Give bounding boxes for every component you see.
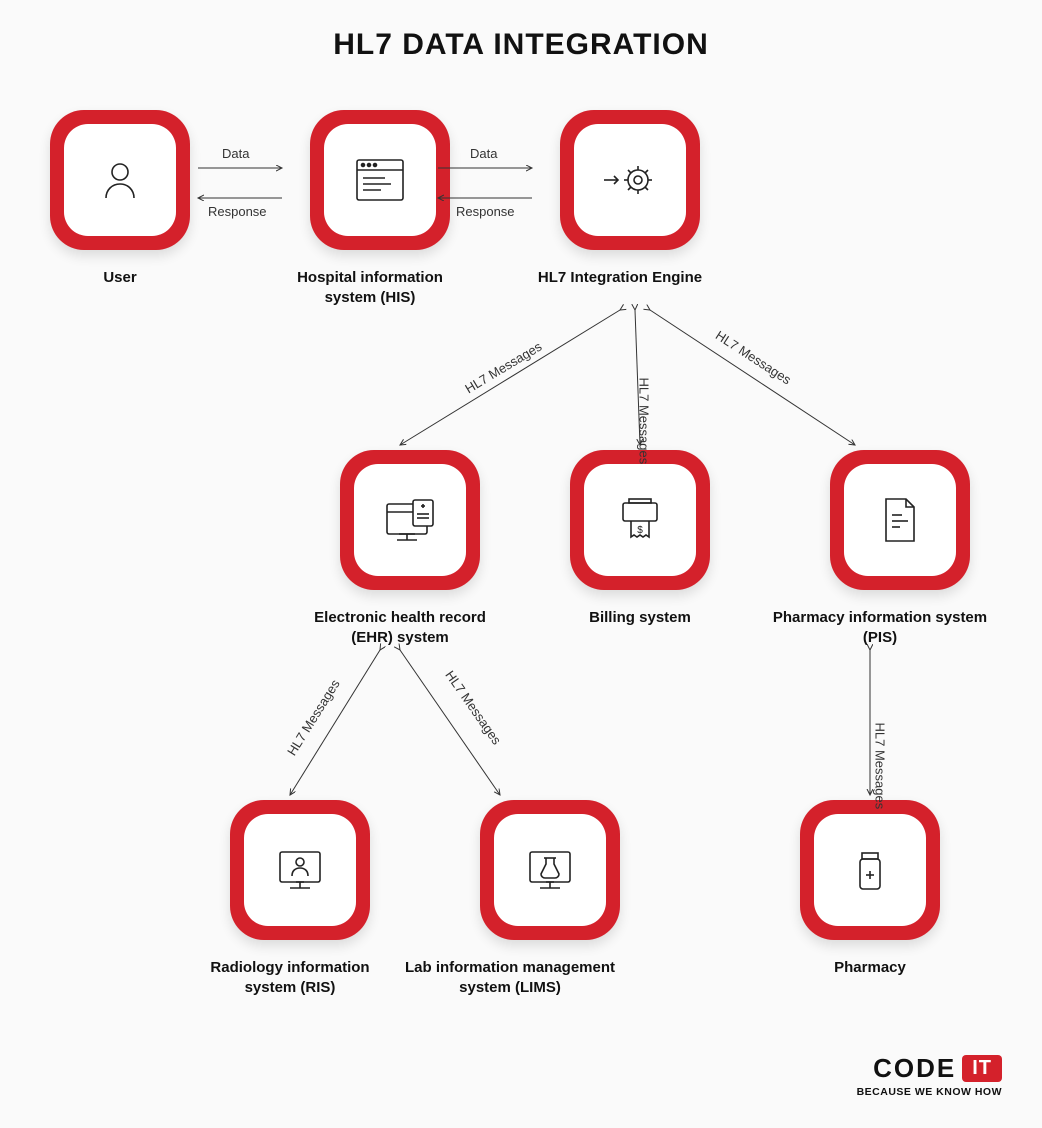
conn-label: HL7 Messages	[462, 339, 544, 397]
node-pharmacy: Pharmacy	[800, 800, 940, 978]
node-label: HL7 Integration Engine	[520, 268, 720, 288]
node-label: Electronic health record (EHR) system	[300, 608, 500, 649]
node-label: User	[50, 268, 190, 288]
document-icon	[880, 495, 920, 545]
node-engine: HL7 Integration Engine	[540, 110, 720, 288]
window-icon	[355, 158, 405, 202]
conn-label: Response	[208, 204, 267, 219]
billing-icon: $	[615, 495, 665, 545]
node-label: Pharmacy	[800, 958, 940, 978]
lab-icon	[524, 846, 576, 894]
node-label: Pharmacy information system (PIS)	[770, 608, 990, 649]
user-icon	[96, 156, 144, 204]
conn-label: HL7 Messages	[873, 723, 888, 810]
logo-code-text: CODE	[873, 1053, 956, 1084]
node-user: User	[50, 110, 190, 288]
node-pis: Pharmacy information system (PIS)	[800, 450, 1000, 649]
radiology-icon	[274, 846, 326, 894]
node-ehr: Electronic health record (EHR) system	[320, 450, 500, 649]
node-label: Radiology information system (RIS)	[190, 958, 390, 999]
svg-text:$: $	[637, 525, 643, 536]
conn-label: Data	[222, 146, 249, 161]
conn-label: HL7 Messages	[442, 668, 504, 748]
page-title: HL7 DATA INTEGRATION	[0, 0, 1042, 62]
conn-label: Data	[470, 146, 497, 161]
pill-icon	[850, 845, 890, 895]
node-lims: Lab information management system (LIMS)	[440, 800, 660, 999]
conn-label: HL7 Messages	[284, 677, 343, 758]
node-billing: $ Billing system	[570, 450, 710, 628]
node-his: Hospital information system (HIS)	[290, 110, 470, 309]
conn-label: HL7 Messages	[637, 378, 652, 465]
conn-label: Response	[456, 204, 515, 219]
node-label: Hospital information system (HIS)	[270, 268, 470, 309]
logo-it-badge: IT	[962, 1055, 1002, 1082]
logo: CODE IT BECAUSE WE KNOW HOW	[857, 1053, 1002, 1098]
conn-label: HL7 Messages	[713, 328, 794, 388]
logo-tagline: BECAUSE WE KNOW HOW	[857, 1086, 1002, 1098]
node-label: Billing system	[570, 608, 710, 628]
node-ris: Radiology information system (RIS)	[210, 800, 390, 999]
node-label: Lab information management system (LIMS)	[400, 958, 620, 999]
gear-icon	[602, 158, 658, 202]
ehr-icon	[383, 496, 437, 544]
